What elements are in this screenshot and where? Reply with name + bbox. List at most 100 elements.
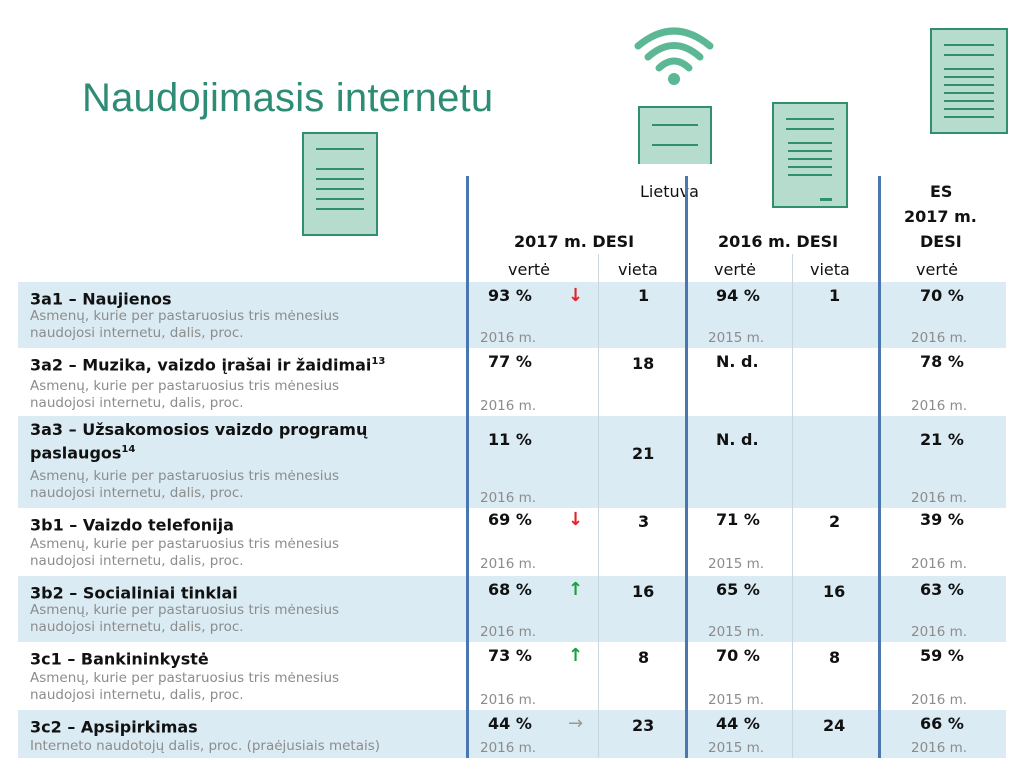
rank-2017: 8 xyxy=(638,648,650,667)
rank-2017: 21 xyxy=(632,444,655,463)
year-2017: 2016 m. xyxy=(480,740,537,756)
rank-2016: 24 xyxy=(823,716,846,735)
value-eu: 39 % xyxy=(920,510,964,529)
year-2016: 2015 m. xyxy=(708,692,765,708)
rank-2017: 3 xyxy=(638,512,650,531)
trend-icon: ↓ xyxy=(568,285,584,306)
table-row: 3c2 – Apsipirkimas Interneto naudotojų da… xyxy=(18,710,1006,758)
year-2016: 2015 m. xyxy=(708,740,765,756)
rank-2016: 8 xyxy=(829,648,841,667)
document-icon xyxy=(930,28,1008,134)
year-2017: 2016 m. xyxy=(480,330,537,346)
year-eu: 2016 m. xyxy=(911,398,968,414)
value-eu: 66 % xyxy=(920,714,964,733)
row-footnote: 14 xyxy=(121,444,136,455)
header-rank-2016: vieta xyxy=(810,260,850,279)
page-title: Naudojimasis internetu xyxy=(82,76,494,120)
year-2017: 2016 m. xyxy=(480,556,537,572)
document-icon xyxy=(638,106,712,164)
row-title: 3a3 – Užsakomosios vaizdo programų pasla… xyxy=(30,420,420,463)
value-2016: N. d. xyxy=(716,352,759,371)
header-eu-line1: ES xyxy=(930,182,953,201)
table-row: 3a3 – Užsakomosios vaizdo programų pasla… xyxy=(18,416,1006,508)
table-row: 3b2 – Socialiniai tinklai Asmenų, kurie p… xyxy=(18,576,1006,642)
column-divider xyxy=(792,254,793,758)
year-eu: 2016 m. xyxy=(911,330,968,346)
row-description: Asmenų, kurie per pastaruosius tris mėne… xyxy=(30,378,340,411)
value-2016: N. d. xyxy=(716,430,759,449)
column-divider xyxy=(878,176,881,758)
trend-icon: ↑ xyxy=(568,645,584,666)
header-country: Lietuva xyxy=(640,182,699,201)
rank-2017: 23 xyxy=(632,716,655,735)
year-2017: 2016 m. xyxy=(480,692,537,708)
year-eu: 2016 m. xyxy=(911,740,968,756)
header-desi-2017: 2017 m. DESI xyxy=(514,232,635,251)
trend-icon: ↓ xyxy=(568,509,584,530)
table-row: 3b1 – Vaizdo telefonija Asmenų, kurie per… xyxy=(18,508,1006,576)
value-2016: 65 % xyxy=(716,580,760,599)
row-description: Asmenų, kurie per pastaruosius tris mėne… xyxy=(30,602,340,635)
row-description: Interneto naudotojų dalis, proc. (praėju… xyxy=(30,738,381,754)
column-divider xyxy=(598,254,599,758)
header-value-eu: vertė xyxy=(916,260,959,279)
row-description: Asmenų, kurie per pastaruosius tris mėne… xyxy=(30,670,340,703)
table-row: 3a2 – Muzika, vaizdo įrašai ir žaidimai1… xyxy=(18,348,1006,416)
rank-2016: 1 xyxy=(829,286,841,305)
row-footnote: 13 xyxy=(371,356,386,367)
column-divider xyxy=(685,176,688,758)
row-title-text: 3c1 – Bankininkystė xyxy=(30,649,209,669)
value-2016: 94 % xyxy=(716,286,760,305)
value-2016: 71 % xyxy=(716,510,760,529)
row-title: 3c2 – Apsipirkimas xyxy=(30,714,470,737)
document-icon xyxy=(302,132,378,236)
value-2017: 11 % xyxy=(488,430,532,449)
value-eu: 78 % xyxy=(920,352,964,371)
year-eu: 2016 m. xyxy=(911,692,968,708)
year-eu: 2016 m. xyxy=(911,490,968,506)
year-eu: 2016 m. xyxy=(911,556,968,572)
header-desi-2016: 2016 m. DESI xyxy=(718,232,839,251)
row-description: Asmenų, kurie per pastaruosius tris mėne… xyxy=(30,536,340,569)
year-2016: 2015 m. xyxy=(708,556,765,572)
value-2016: 70 % xyxy=(716,646,760,665)
year-2017: 2016 m. xyxy=(480,398,537,414)
row-title-text: 3c2 – Apsipirkimas xyxy=(30,717,198,737)
row-title: 3a2 – Muzika, vaizdo įrašai ir žaidimai1… xyxy=(30,352,470,375)
row-description: Asmenų, kurie per pastaruosius tris mėne… xyxy=(30,468,340,501)
header-eu-line3: DESI xyxy=(920,232,962,251)
row-description: Asmenų, kurie per pastaruosius tris mėne… xyxy=(30,308,340,341)
value-2016: 44 % xyxy=(716,714,760,733)
header-rank-2017: vieta xyxy=(618,260,658,279)
value-2017: 68 % xyxy=(488,580,532,599)
value-eu: 21 % xyxy=(920,430,964,449)
year-2016: 2015 m. xyxy=(708,330,765,346)
header-value-2017: vertė xyxy=(508,260,551,279)
rank-2017: 16 xyxy=(632,582,655,601)
value-2017: 73 % xyxy=(488,646,532,665)
year-2017: 2016 m. xyxy=(480,490,537,506)
header-value-2016: vertė xyxy=(714,260,757,279)
row-title-text: 3b1 – Vaizdo telefonija xyxy=(30,515,234,535)
document-icon xyxy=(772,102,848,208)
rank-2016: 2 xyxy=(829,512,841,531)
row-title: 3b2 – Socialiniai tinklai xyxy=(30,580,470,603)
year-eu: 2016 m. xyxy=(911,624,968,640)
table-row: 3c1 – Bankininkystė Asmenų, kurie per pas… xyxy=(18,642,1006,710)
row-title-text: 3a1 – Naujienos xyxy=(30,289,172,309)
trend-icon: → xyxy=(568,713,584,734)
value-2017: 44 % xyxy=(488,714,532,733)
wifi-icon xyxy=(634,27,714,85)
trend-icon: ↑ xyxy=(568,579,584,600)
row-title: 3c1 – Bankininkystė xyxy=(30,646,470,669)
value-eu: 63 % xyxy=(920,580,964,599)
year-2017: 2016 m. xyxy=(480,624,537,640)
value-eu: 59 % xyxy=(920,646,964,665)
row-title-text: 3a3 – Užsakomosios vaizdo programų pasla… xyxy=(30,420,368,463)
year-2016: 2015 m. xyxy=(708,624,765,640)
rank-2016: 16 xyxy=(823,582,846,601)
row-title-text: 3b2 – Socialiniai tinklai xyxy=(30,583,238,603)
header-eu-line2: 2017 m. xyxy=(904,207,977,226)
value-2017: 69 % xyxy=(488,510,532,529)
value-2017: 93 % xyxy=(488,286,532,305)
